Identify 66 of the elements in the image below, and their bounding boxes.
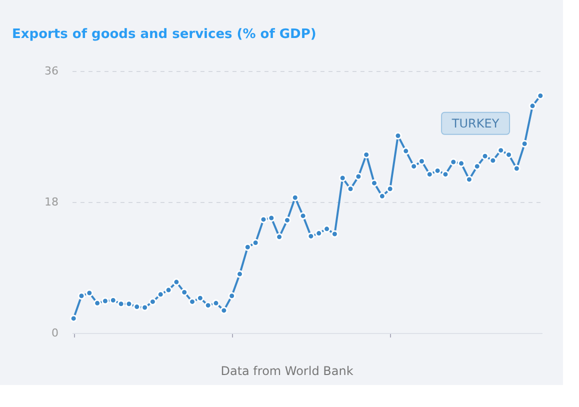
point	[323, 225, 331, 233]
point	[94, 299, 102, 307]
point	[512, 164, 520, 172]
point	[180, 288, 188, 296]
point	[362, 150, 370, 158]
point	[212, 299, 220, 307]
point	[458, 160, 466, 168]
point	[338, 174, 346, 182]
point	[489, 156, 497, 164]
point	[252, 239, 260, 246]
point	[370, 179, 378, 187]
point	[330, 230, 338, 238]
point	[188, 298, 196, 306]
point	[204, 302, 212, 310]
point	[117, 300, 125, 308]
point	[133, 303, 141, 311]
y-tick-label: 0	[52, 326, 58, 340]
point	[236, 270, 244, 278]
point	[346, 185, 354, 193]
point	[291, 194, 299, 202]
point	[148, 298, 156, 306]
chart-title: Exports of goods and services (% of GDP)	[12, 27, 316, 42]
point	[228, 292, 236, 300]
point	[220, 306, 228, 314]
y-tick-label: 36	[44, 64, 58, 78]
point	[426, 170, 434, 178]
point	[505, 150, 513, 158]
point	[497, 146, 505, 154]
point	[418, 158, 426, 165]
point	[473, 162, 481, 170]
point	[156, 290, 164, 298]
point	[260, 216, 268, 224]
y-tick-label: 18	[44, 196, 58, 208]
point	[520, 140, 528, 148]
point	[354, 172, 362, 180]
point	[386, 185, 394, 193]
point	[402, 147, 410, 155]
point	[86, 289, 94, 297]
point	[70, 314, 78, 322]
point	[164, 286, 172, 294]
series-label: TURKEY	[450, 116, 500, 130]
point	[101, 297, 109, 305]
point	[465, 176, 473, 184]
point	[481, 152, 489, 160]
point	[196, 294, 204, 302]
point	[450, 158, 458, 166]
point	[442, 170, 450, 178]
point	[276, 233, 284, 241]
point	[141, 304, 149, 312]
point	[283, 216, 291, 224]
point	[299, 212, 307, 220]
point	[78, 292, 86, 300]
point	[536, 92, 544, 100]
point	[244, 243, 252, 251]
point	[125, 300, 133, 308]
point	[410, 162, 418, 170]
point	[109, 296, 117, 304]
text: Data from World Bank	[220, 364, 354, 378]
point	[434, 166, 442, 174]
point	[315, 230, 323, 238]
point	[378, 192, 386, 200]
point	[307, 232, 315, 240]
point	[528, 102, 536, 110]
point	[268, 214, 276, 222]
point	[394, 132, 402, 140]
point	[172, 278, 180, 286]
